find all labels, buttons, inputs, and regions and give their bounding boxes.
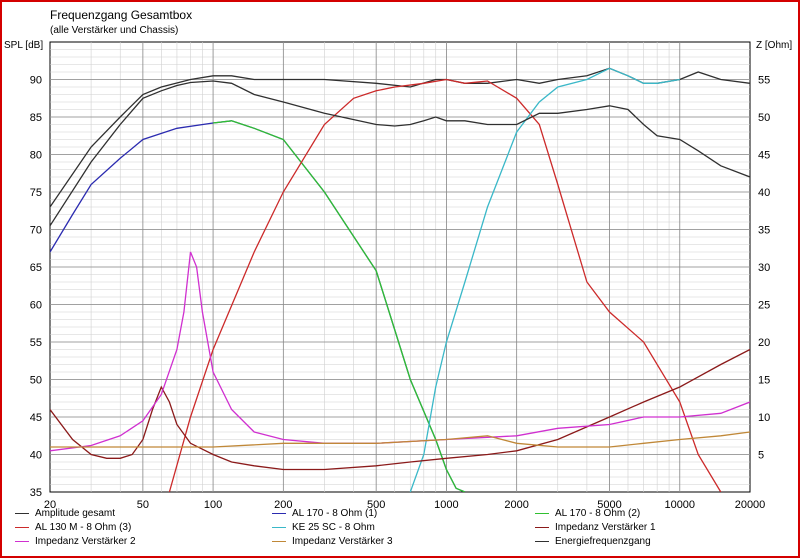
x-tick-label: 1000: [434, 499, 458, 511]
chart-title: Frequenzgang Gesamtbox: [50, 8, 193, 22]
x-tick-label: 500: [367, 499, 385, 511]
legend-item: Impedanz Verstärker 3: [272, 536, 393, 549]
legend-label: KE 25 SC - 8 Ohm: [292, 522, 375, 533]
legend-label: Impedanz Verstärker 3: [292, 536, 393, 547]
y2-tick-label: 35: [758, 225, 770, 237]
y-axis-label-right: Z [Ohm]: [756, 40, 793, 51]
legend-swatch: [535, 540, 549, 542]
y-tick-label: 60: [30, 300, 42, 312]
y-tick-label: 80: [30, 150, 42, 162]
series-line-al-170-8-ohm-2: [213, 120, 466, 492]
y2-tick-label: 40: [758, 187, 770, 199]
legend-label: Amplitude gesamt: [35, 508, 116, 519]
y2-tick-label: 25: [758, 300, 770, 312]
y2-tick-label: 20: [758, 337, 770, 349]
series-line-impedanz-verst-rker-1: [50, 348, 750, 471]
y2-tick-label: 10: [758, 412, 770, 424]
y2-tick-label: 30: [758, 262, 770, 274]
y2-tick-label: 55: [758, 75, 770, 87]
y-tick-label: 65: [30, 262, 42, 274]
x-tick-label: 10000: [664, 499, 695, 511]
legend-item: AL 130 M - 8 Ohm (3): [15, 522, 131, 535]
legend-label: AL 170 - 8 Ohm (2): [555, 508, 641, 519]
series-line-ke-25-sc-8-ohm: [409, 67, 680, 492]
x-tick-label: 20: [44, 499, 56, 511]
y2-tick-label: 5: [758, 450, 764, 462]
legend-label: Impedanz Verstärker 1: [555, 522, 656, 533]
y-tick-label: 40: [30, 450, 42, 462]
series-line-energiefrequenzgang: [50, 80, 750, 227]
series-line-al-130-m-8-ohm-3: [168, 78, 722, 492]
y-tick-label: 35: [30, 487, 42, 499]
x-tick-label: 200: [274, 499, 292, 511]
x-tick-label: 5000: [597, 499, 621, 511]
y2-tick-label: 45: [758, 150, 770, 162]
legend-swatch: [15, 526, 29, 528]
y2-tick-label: 50: [758, 112, 770, 124]
y-tick-label: 45: [30, 412, 42, 424]
y-tick-label: 50: [30, 375, 42, 387]
legend-label: AL 170 - 8 Ohm (1): [292, 508, 378, 519]
x-tick-label: 100: [204, 499, 222, 511]
y-tick-label: 75: [30, 187, 42, 199]
legend-swatch: [15, 512, 29, 514]
legend-swatch: [535, 512, 549, 514]
chart-subtitle: (alle Verstärker und Chassis): [50, 25, 179, 36]
y2-tick-label: 15: [758, 375, 770, 387]
series-line-impedanz-verst-rker-3: [50, 431, 750, 448]
legend-swatch: [15, 540, 29, 542]
legend-item: AL 170 - 8 Ohm (1): [272, 508, 377, 521]
y-axis-label-left: SPL [dB]: [4, 40, 44, 51]
legend-swatch: [272, 540, 286, 542]
x-tick-label: 2000: [504, 499, 528, 511]
legend-label: Energiefrequenzgang: [555, 536, 651, 547]
y-tick-label: 55: [30, 337, 42, 349]
legend-item: Amplitude gesamt: [15, 508, 115, 521]
x-tick-label: 20000: [735, 499, 766, 511]
legend-item: KE 25 SC - 8 Ohm: [272, 522, 375, 535]
series-line-impedanz-verst-rker-2: [50, 251, 750, 452]
y-tick-label: 85: [30, 112, 42, 124]
legend-label: Impedanz Verstärker 2: [35, 536, 136, 547]
legend-label: AL 130 M - 8 Ohm (3): [35, 522, 132, 533]
legend-item: Energiefrequenzgang: [535, 536, 651, 549]
y-tick-label: 70: [30, 225, 42, 237]
legend-swatch: [272, 512, 286, 514]
legend-item: AL 170 - 8 Ohm (2): [535, 508, 640, 521]
legend-item: Impedanz Verstärker 1: [535, 522, 656, 535]
x-tick-label: 50: [137, 499, 149, 511]
legend-item: Impedanz Verstärker 2: [15, 536, 136, 549]
legend-swatch: [535, 526, 549, 528]
y-tick-label: 90: [30, 75, 42, 87]
legend-swatch: [272, 526, 286, 528]
